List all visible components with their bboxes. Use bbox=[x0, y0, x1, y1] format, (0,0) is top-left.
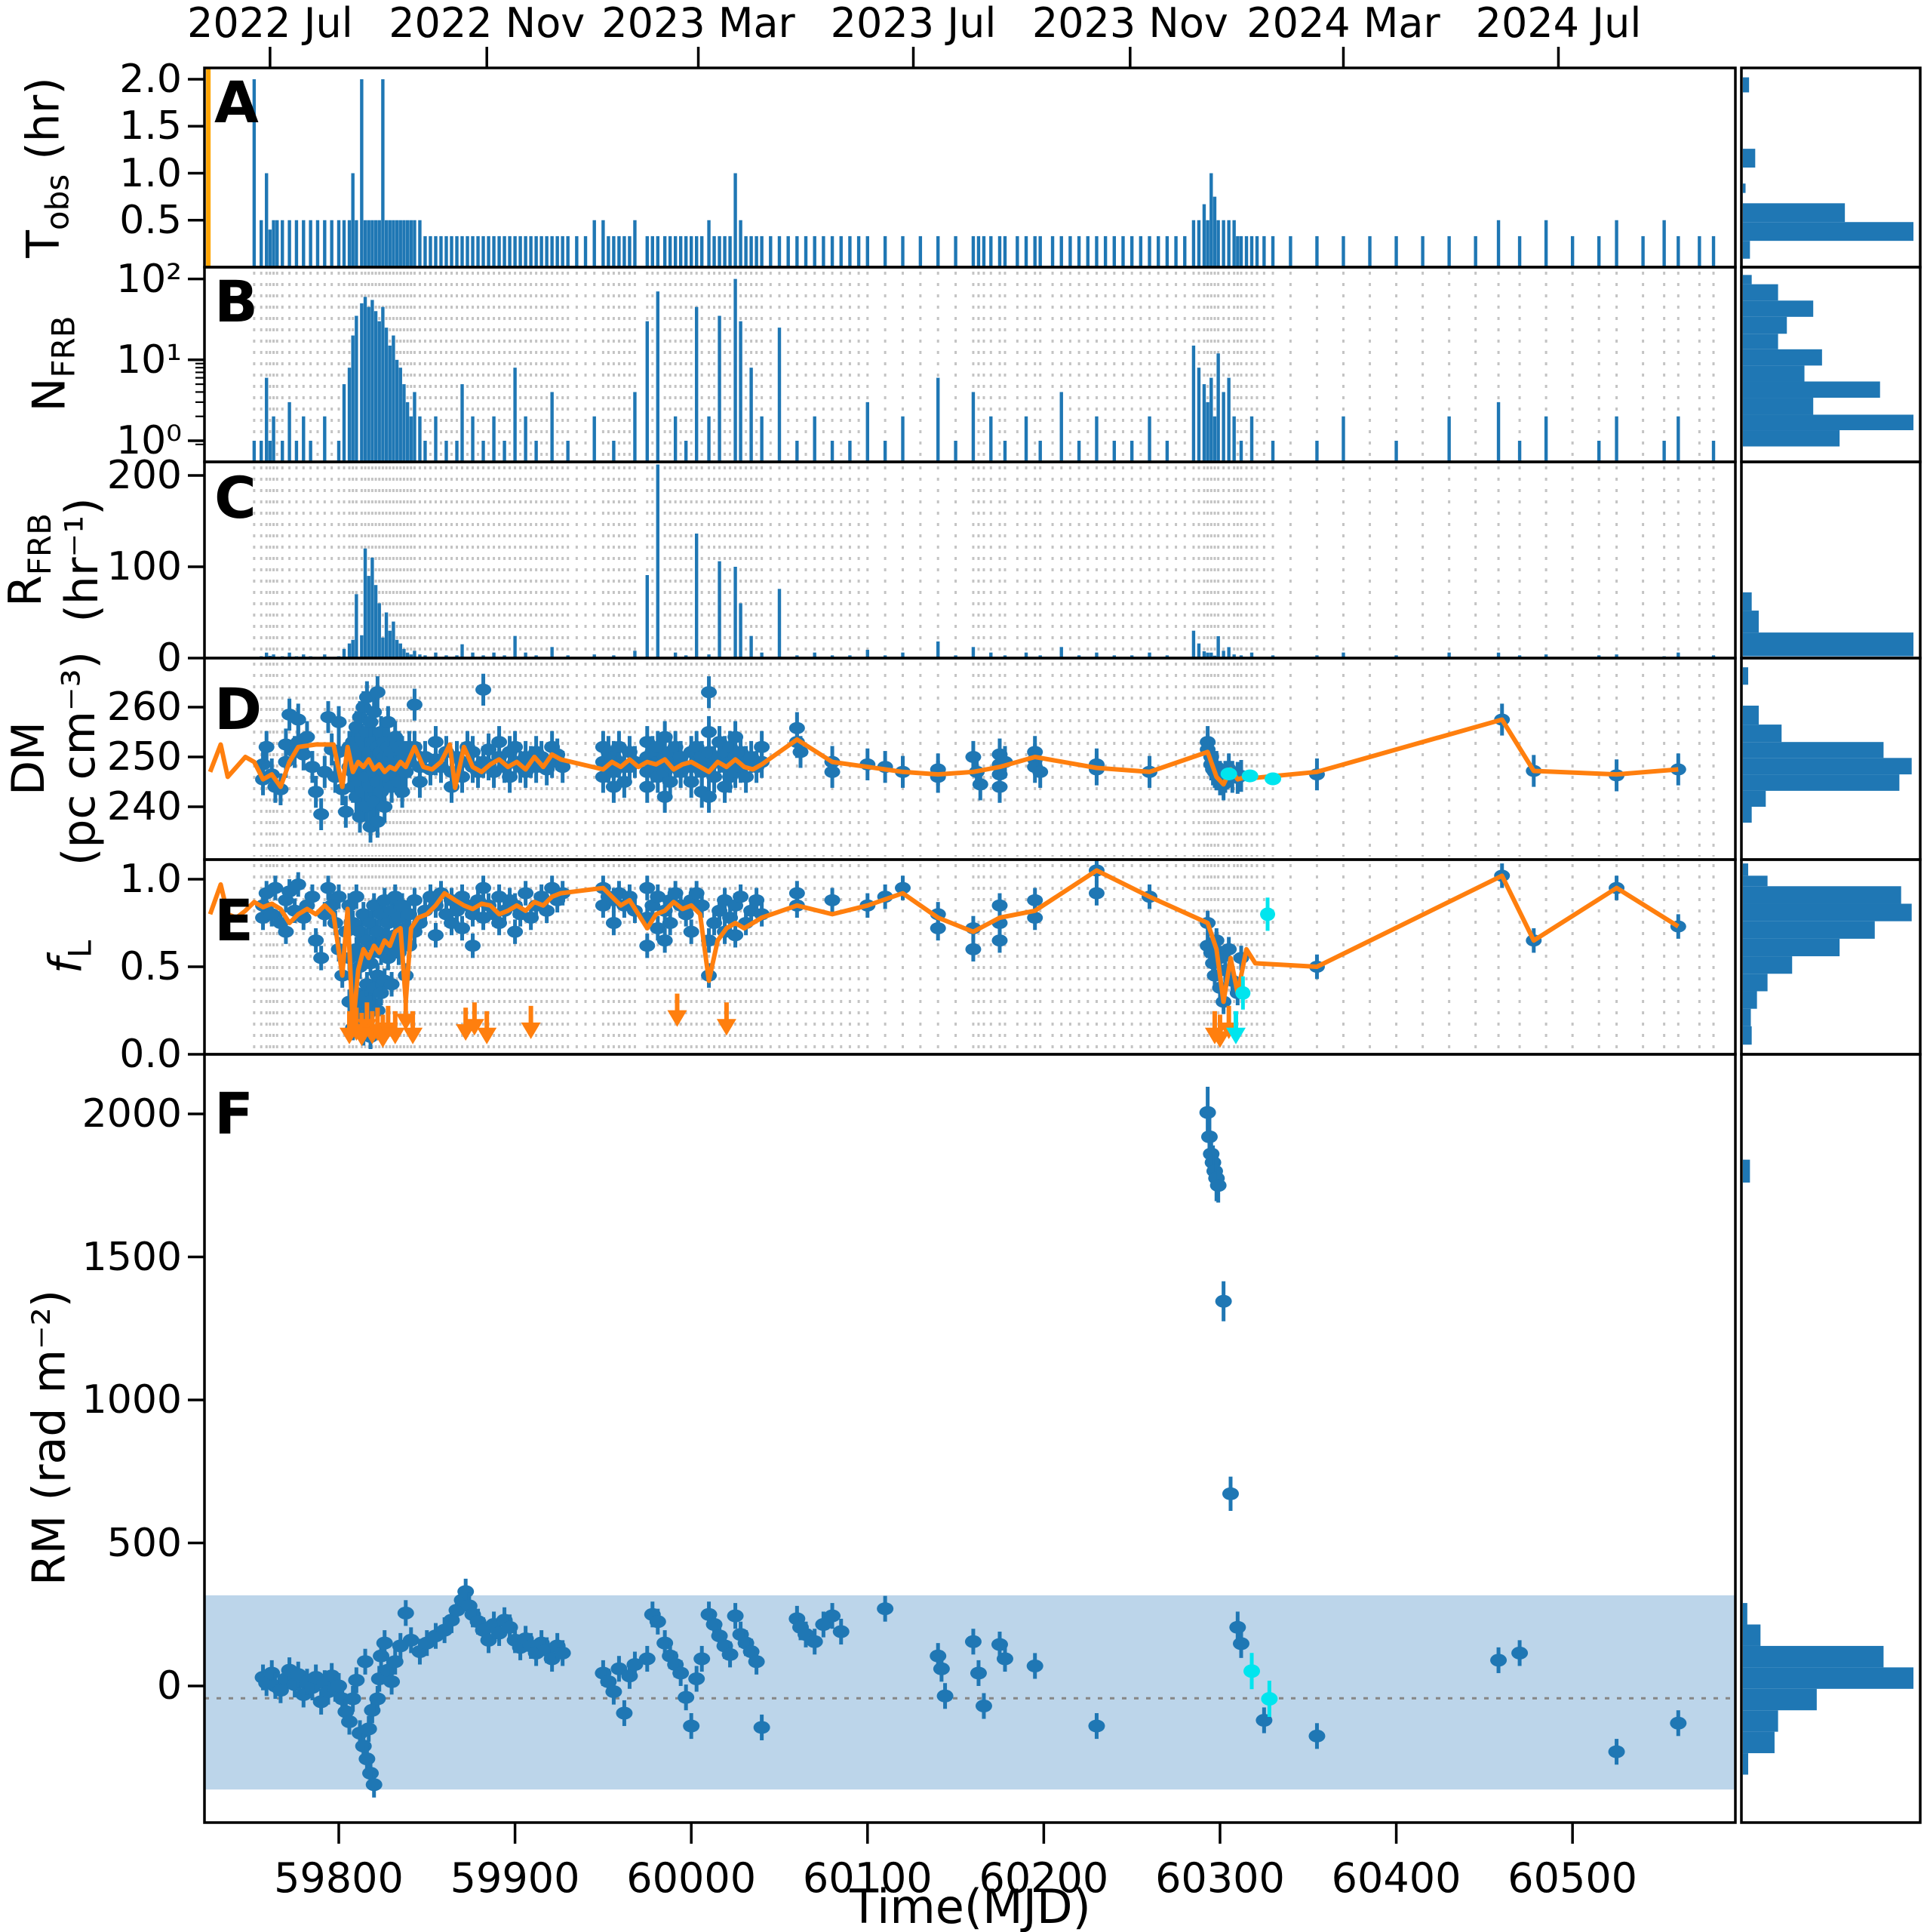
y-tick-label-d: 240 bbox=[106, 784, 182, 829]
rate-bars bbox=[252, 464, 1716, 658]
x-axis-label: Time(MJD) bbox=[850, 1879, 1091, 1932]
y-tick-label-b: 10⁰ bbox=[115, 418, 182, 463]
nfrb-bars bbox=[252, 278, 1716, 462]
x-tick-label: 60100 bbox=[802, 1854, 933, 1902]
fl-median-line bbox=[207, 868, 1680, 1031]
x-date-label: 2023 Jul bbox=[830, 0, 997, 47]
fl-upper-limit-arrows bbox=[340, 993, 1246, 1048]
x-tick-label: 60400 bbox=[1331, 1854, 1461, 1902]
y-tick-label-e: 1.0 bbox=[119, 857, 182, 902]
x-date-label: 2022 Nov bbox=[389, 0, 585, 47]
y-tick-label-f: 0 bbox=[156, 1663, 182, 1709]
panel-letter-d: D bbox=[214, 675, 263, 743]
y-tick-label-a: 2.0 bbox=[119, 57, 182, 102]
y-tick-label-c: 200 bbox=[106, 453, 182, 498]
y-tick-label-e: 0.0 bbox=[119, 1032, 182, 1077]
hist-fl bbox=[1743, 863, 1912, 1045]
panel-letter-a: A bbox=[214, 69, 259, 136]
rm-uncertainty-band bbox=[204, 1595, 1735, 1790]
hist-dm bbox=[1743, 667, 1912, 823]
panel-letter-e: E bbox=[214, 887, 254, 954]
x-tick-label: 59900 bbox=[450, 1854, 580, 1902]
panel-borders bbox=[203, 66, 1922, 1824]
y-tick-label-d: 260 bbox=[106, 685, 182, 730]
y-tick-label-f: 500 bbox=[106, 1520, 182, 1566]
y-tick-label-a: 0.5 bbox=[119, 197, 182, 243]
x-tick-label: 60200 bbox=[979, 1854, 1109, 1902]
hist-nfrb bbox=[1743, 275, 1914, 447]
x-tick-label: 60500 bbox=[1508, 1854, 1638, 1902]
x-tick-label: 59800 bbox=[274, 1854, 404, 1902]
event-marker-line bbox=[206, 68, 211, 267]
x-tick-label: 60000 bbox=[626, 1854, 757, 1902]
x-date-label: 2023 Nov bbox=[1031, 0, 1228, 47]
side-histograms bbox=[1743, 77, 1914, 1775]
panel-letter-b: B bbox=[214, 268, 258, 335]
y-tick-label-b: 10¹ bbox=[115, 337, 182, 383]
x-date-label: 2022 Jul bbox=[187, 0, 353, 47]
y-tick-label-c: 0 bbox=[156, 635, 182, 681]
dm-cyan-points bbox=[1220, 767, 1282, 786]
y-tick-label-a: 1.5 bbox=[119, 103, 182, 149]
hist-rm bbox=[1743, 1159, 1914, 1775]
y-tick-label-e: 0.5 bbox=[119, 944, 182, 989]
y-tick-label-f: 1500 bbox=[81, 1234, 182, 1280]
y-tick-label-a: 1.0 bbox=[119, 150, 182, 196]
y-tick-label-f: 2000 bbox=[81, 1091, 182, 1137]
rm-scatter bbox=[254, 1086, 1687, 1798]
rm-cyan-points bbox=[1243, 1653, 1278, 1718]
tobs-bars bbox=[206, 68, 1716, 267]
hist-rate bbox=[1743, 592, 1914, 657]
hist-tobs bbox=[1743, 77, 1914, 259]
x-tick-label: 60300 bbox=[1155, 1854, 1285, 1902]
y-tick-label-c: 100 bbox=[106, 544, 182, 589]
dm-median-line bbox=[207, 717, 1679, 790]
x-date-label: 2024 Jul bbox=[1475, 0, 1642, 47]
fl-cyan-points bbox=[1235, 897, 1276, 1010]
x-date-label: 2024 Mar bbox=[1246, 0, 1440, 47]
y-tick-label-f: 1000 bbox=[81, 1377, 182, 1423]
panel-letter-c: C bbox=[214, 464, 257, 531]
y-tick-label-b: 10² bbox=[115, 256, 182, 302]
panel-letter-f: F bbox=[214, 1080, 254, 1147]
y-tick-label-d: 250 bbox=[106, 734, 182, 780]
axis-ticks bbox=[188, 47, 1574, 1844]
x-date-label: 2023 Mar bbox=[601, 0, 795, 47]
